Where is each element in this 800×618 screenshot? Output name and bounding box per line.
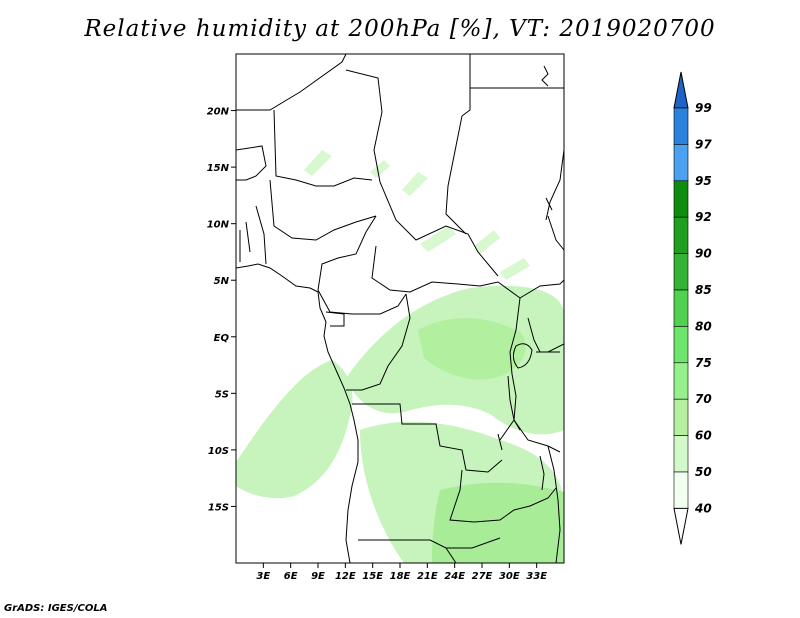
lat-tick-label: 10N <box>207 220 230 231</box>
border-mali-niger <box>273 109 373 187</box>
lon-tick-label: 24E <box>444 571 465 582</box>
lon-tick-label: 6E <box>284 571 298 582</box>
longitude-axis: 3E 6E 9E 12E 15E 18E 21E 24E 27E 30E 33E <box>256 563 547 582</box>
red-sea-coast <box>541 65 549 87</box>
colorbar-label: 90 <box>695 247 712 261</box>
lon-tick-label: 15E <box>362 571 383 582</box>
border-nigeria <box>255 179 377 265</box>
colorbar-label: 40 <box>694 501 712 515</box>
colorbar-swatch <box>673 180 689 218</box>
border-uganda-kenya <box>527 317 564 353</box>
colorbar-swatch <box>673 107 689 145</box>
colorbar-label: 70 <box>695 392 712 406</box>
border-botswana <box>445 547 457 563</box>
lon-tick-label: 27E <box>472 571 493 582</box>
lat-tick-label: EQ <box>214 333 230 344</box>
lon-tick-label: 21E <box>417 571 438 582</box>
border-libya-sudan <box>461 54 471 117</box>
colorbar-swatch <box>673 289 689 327</box>
humidity-streak-5 <box>500 258 530 280</box>
border-sudan-ethiopia <box>545 149 564 221</box>
country-borders <box>236 54 564 563</box>
humidity-area-southeast <box>432 482 564 563</box>
border-south-sudan <box>519 279 564 299</box>
lon-tick-label: 3E <box>256 571 270 582</box>
map-title: Relative humidity at 200hPa [%], VT: 201… <box>84 16 716 42</box>
border-sahel-west <box>236 145 267 181</box>
lat-tick-label: 5N <box>214 276 230 287</box>
lat-tick-label: 5S <box>215 389 229 400</box>
lon-tick-label: 33E <box>526 571 547 582</box>
latitude-axis: 20N 15N 10N 5N EQ 5S 10S 15S <box>207 107 236 513</box>
lake-victoria <box>512 343 533 369</box>
border-car-congo <box>371 245 521 299</box>
colorbar-label: 99 <box>695 101 712 115</box>
colorbar-label: 97 <box>695 137 712 151</box>
colorbar-top-triangle <box>673 71 689 109</box>
colorbar-label: 85 <box>695 283 712 297</box>
colorbar-label: 50 <box>695 465 712 479</box>
lake-kivu <box>497 433 503 451</box>
humidity-streak-2 <box>402 172 428 196</box>
lat-tick-label: 20N <box>207 107 230 118</box>
humidity-streak-1 <box>304 150 332 176</box>
lon-tick-label: 18E <box>390 571 411 582</box>
colorbar-bottom-triangle <box>673 507 689 545</box>
colorbar-label: 80 <box>695 319 712 333</box>
border-angola <box>352 403 503 473</box>
lake-malawi <box>539 455 545 491</box>
border-tanzania <box>513 419 561 453</box>
colorbar-swatch <box>673 435 689 473</box>
colorbar-swatch <box>673 326 689 364</box>
lat-tick-label: 15S <box>208 502 229 513</box>
lat-tick-label: 15N <box>207 163 230 174</box>
humidity-area-congo-core <box>418 318 526 380</box>
colorbar-swatch <box>673 144 689 182</box>
colorbar-label: 60 <box>695 429 712 443</box>
colorbar-label: 95 <box>695 174 712 188</box>
humidity-streak-6 <box>370 160 390 178</box>
footer-credit: GrADS: IGES/COLA <box>4 603 108 614</box>
border-zambia <box>449 469 557 523</box>
lat-tick-label: 10S <box>208 446 229 457</box>
colorbar-swatch <box>673 471 689 509</box>
colorbar-label: 75 <box>695 356 712 370</box>
border-drc-north <box>346 293 411 391</box>
lon-tick-label: 12E <box>335 571 356 582</box>
humidity-field <box>236 150 564 563</box>
colorbar-swatch <box>673 216 689 254</box>
humidity-streak-4 <box>474 230 500 254</box>
humidity-streak-3 <box>420 226 456 252</box>
border-niger-chad <box>345 69 383 183</box>
border-ethiopia <box>545 197 564 251</box>
colorbar-swatch <box>673 253 689 291</box>
border-cameroon <box>317 215 407 315</box>
colorbar-label: 92 <box>695 210 712 224</box>
colorbar-swatch <box>673 362 689 400</box>
border-sudan-south <box>445 115 467 235</box>
border-sahara-north <box>236 54 347 111</box>
border-mozambique <box>547 445 561 563</box>
humidity-area-southwest <box>236 360 353 499</box>
border-small-states <box>239 221 251 262</box>
coastline-west-africa <box>236 263 359 563</box>
lake-tanganyika <box>507 375 521 431</box>
border-gabon <box>325 311 345 327</box>
colorbar-legend: 99 97 95 92 90 85 80 75 70 60 50 40 <box>673 71 712 545</box>
lon-tick-label: 9E <box>311 571 325 582</box>
border-chad-car <box>379 181 499 277</box>
colorbar-swatch <box>673 398 689 436</box>
lon-tick-label: 30E <box>499 571 520 582</box>
